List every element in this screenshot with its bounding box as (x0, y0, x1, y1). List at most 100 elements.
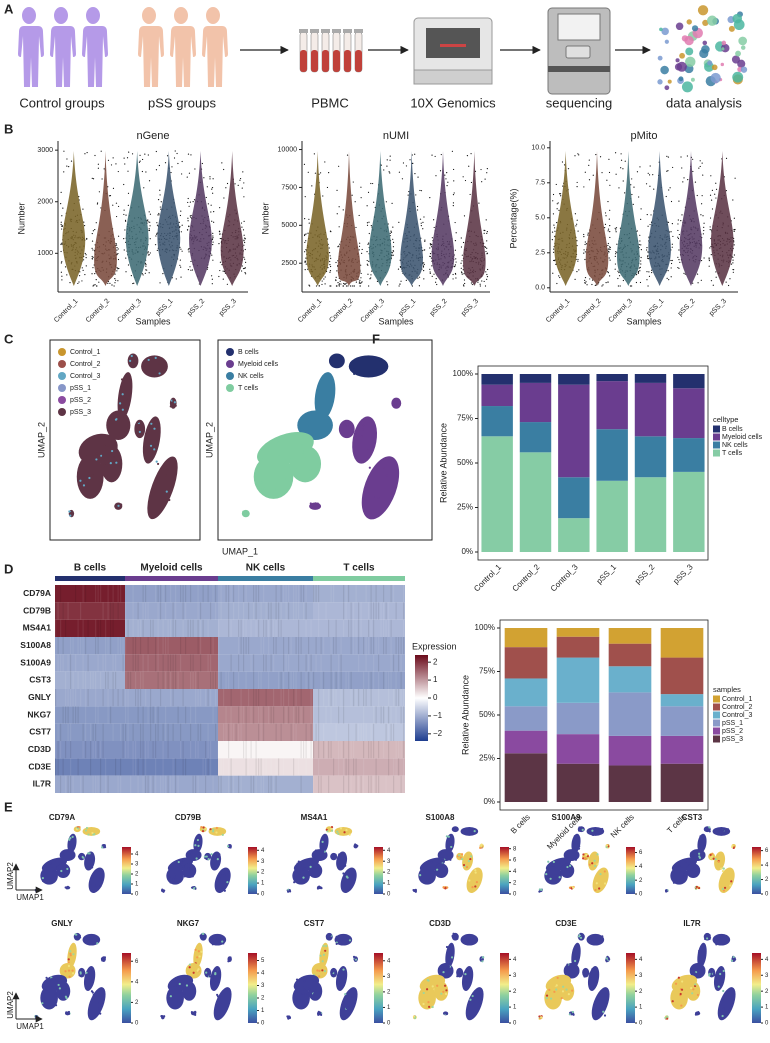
heat-texture (225, 706, 227, 724)
heat-texture (258, 723, 260, 741)
cell-dot (640, 249, 642, 251)
x-tick-label: pSS_1 (155, 298, 175, 318)
umap-cell (54, 992, 57, 995)
umap-cell (427, 1001, 430, 1004)
cell-dot (390, 231, 393, 233)
heat-texture (353, 758, 355, 776)
heat-texture (57, 637, 59, 655)
heat-texture (305, 654, 307, 672)
heat-texture (240, 775, 242, 793)
heat-texture (80, 689, 82, 707)
cell-dot (576, 271, 578, 273)
heat-cell (218, 723, 313, 741)
heat-texture (110, 602, 112, 620)
heat-texture (238, 585, 240, 603)
heat-texture (205, 775, 207, 793)
umap-cell (295, 468, 299, 471)
heat-texture (378, 637, 380, 655)
cell-dot (212, 192, 214, 194)
umap-cell (273, 488, 277, 491)
heat-texture (97, 706, 99, 724)
colorbar-tick-label: 2 (387, 870, 391, 876)
heat-texture (335, 689, 337, 707)
umap-cell (88, 476, 91, 480)
umap-cell (61, 865, 64, 868)
panel-label: A (4, 1, 14, 16)
heat-texture (95, 723, 97, 741)
cell-dot (359, 282, 361, 284)
umap-cell (672, 881, 676, 884)
heat-texture (230, 585, 232, 603)
umap-cell (469, 857, 472, 861)
heat-texture (115, 654, 117, 672)
heat-texture (142, 671, 144, 689)
colorbar-tick-label: 0 (513, 892, 517, 898)
heat-texture (197, 637, 199, 655)
gene-label: CD3E (28, 761, 51, 771)
heat-texture (127, 619, 129, 637)
umap-cell (156, 462, 160, 466)
cell-dot (486, 252, 489, 254)
umap-cell (721, 869, 725, 873)
cell-dot (360, 186, 362, 188)
cell-dot (212, 243, 214, 246)
umap-cell (195, 847, 198, 850)
cell-dot (646, 213, 648, 216)
cell-dot (60, 262, 62, 264)
umap-cell (229, 956, 232, 959)
umap-cell (714, 858, 717, 861)
umap-cell (390, 492, 393, 495)
cell-dot (149, 252, 151, 254)
heat-texture (117, 637, 119, 655)
umap-cell (78, 974, 81, 977)
cell-dot (414, 173, 416, 175)
cell-dot (584, 171, 586, 173)
heat-texture (87, 619, 89, 637)
cell-dot (392, 226, 394, 228)
cell-dot (338, 283, 341, 285)
umap-cell (450, 845, 453, 849)
legend-swatch (226, 348, 234, 356)
cell-dot (666, 277, 668, 279)
umap-cell (362, 424, 365, 427)
y-axis-label: UMAP2 (6, 862, 15, 890)
heat-texture (343, 758, 345, 776)
heat-texture (318, 723, 320, 741)
heat-texture (233, 585, 235, 603)
cell-dot (390, 230, 392, 232)
heat-texture (318, 585, 320, 603)
heat-cell (125, 637, 218, 655)
heat-texture (120, 723, 122, 741)
cell-dot (431, 275, 433, 277)
colorbar-tick-label: 3 (261, 983, 265, 989)
cell-dot (326, 186, 329, 189)
umap-cell (540, 888, 543, 891)
cell-dot (133, 282, 135, 284)
cell-dot (422, 221, 424, 223)
heat-texture (228, 723, 230, 741)
umap-cell (342, 876, 345, 880)
umap-cell (67, 961, 70, 964)
heat-texture (60, 723, 62, 741)
cell-dot (578, 269, 580, 271)
umap-cell (376, 368, 379, 371)
heat-texture (135, 654, 137, 672)
x-axis-label: UMAP1 (16, 893, 44, 902)
umap-cell (318, 418, 321, 421)
cell-dot (423, 278, 425, 280)
heat-texture (170, 689, 172, 707)
heat-texture (320, 637, 322, 655)
cell-dot (609, 184, 611, 186)
y-tick-label: 2000 (37, 199, 53, 206)
cell-dot (702, 215, 704, 217)
heat-texture (350, 689, 352, 707)
cell-dot (712, 284, 714, 286)
cell-dot (391, 252, 394, 254)
umap-cell (394, 398, 398, 401)
cell-dot (370, 274, 372, 276)
cell-dot (607, 244, 609, 247)
umap-cell (222, 937, 225, 940)
violin (554, 151, 577, 286)
umap-cell (98, 1001, 101, 1004)
cell-dot (360, 282, 362, 284)
